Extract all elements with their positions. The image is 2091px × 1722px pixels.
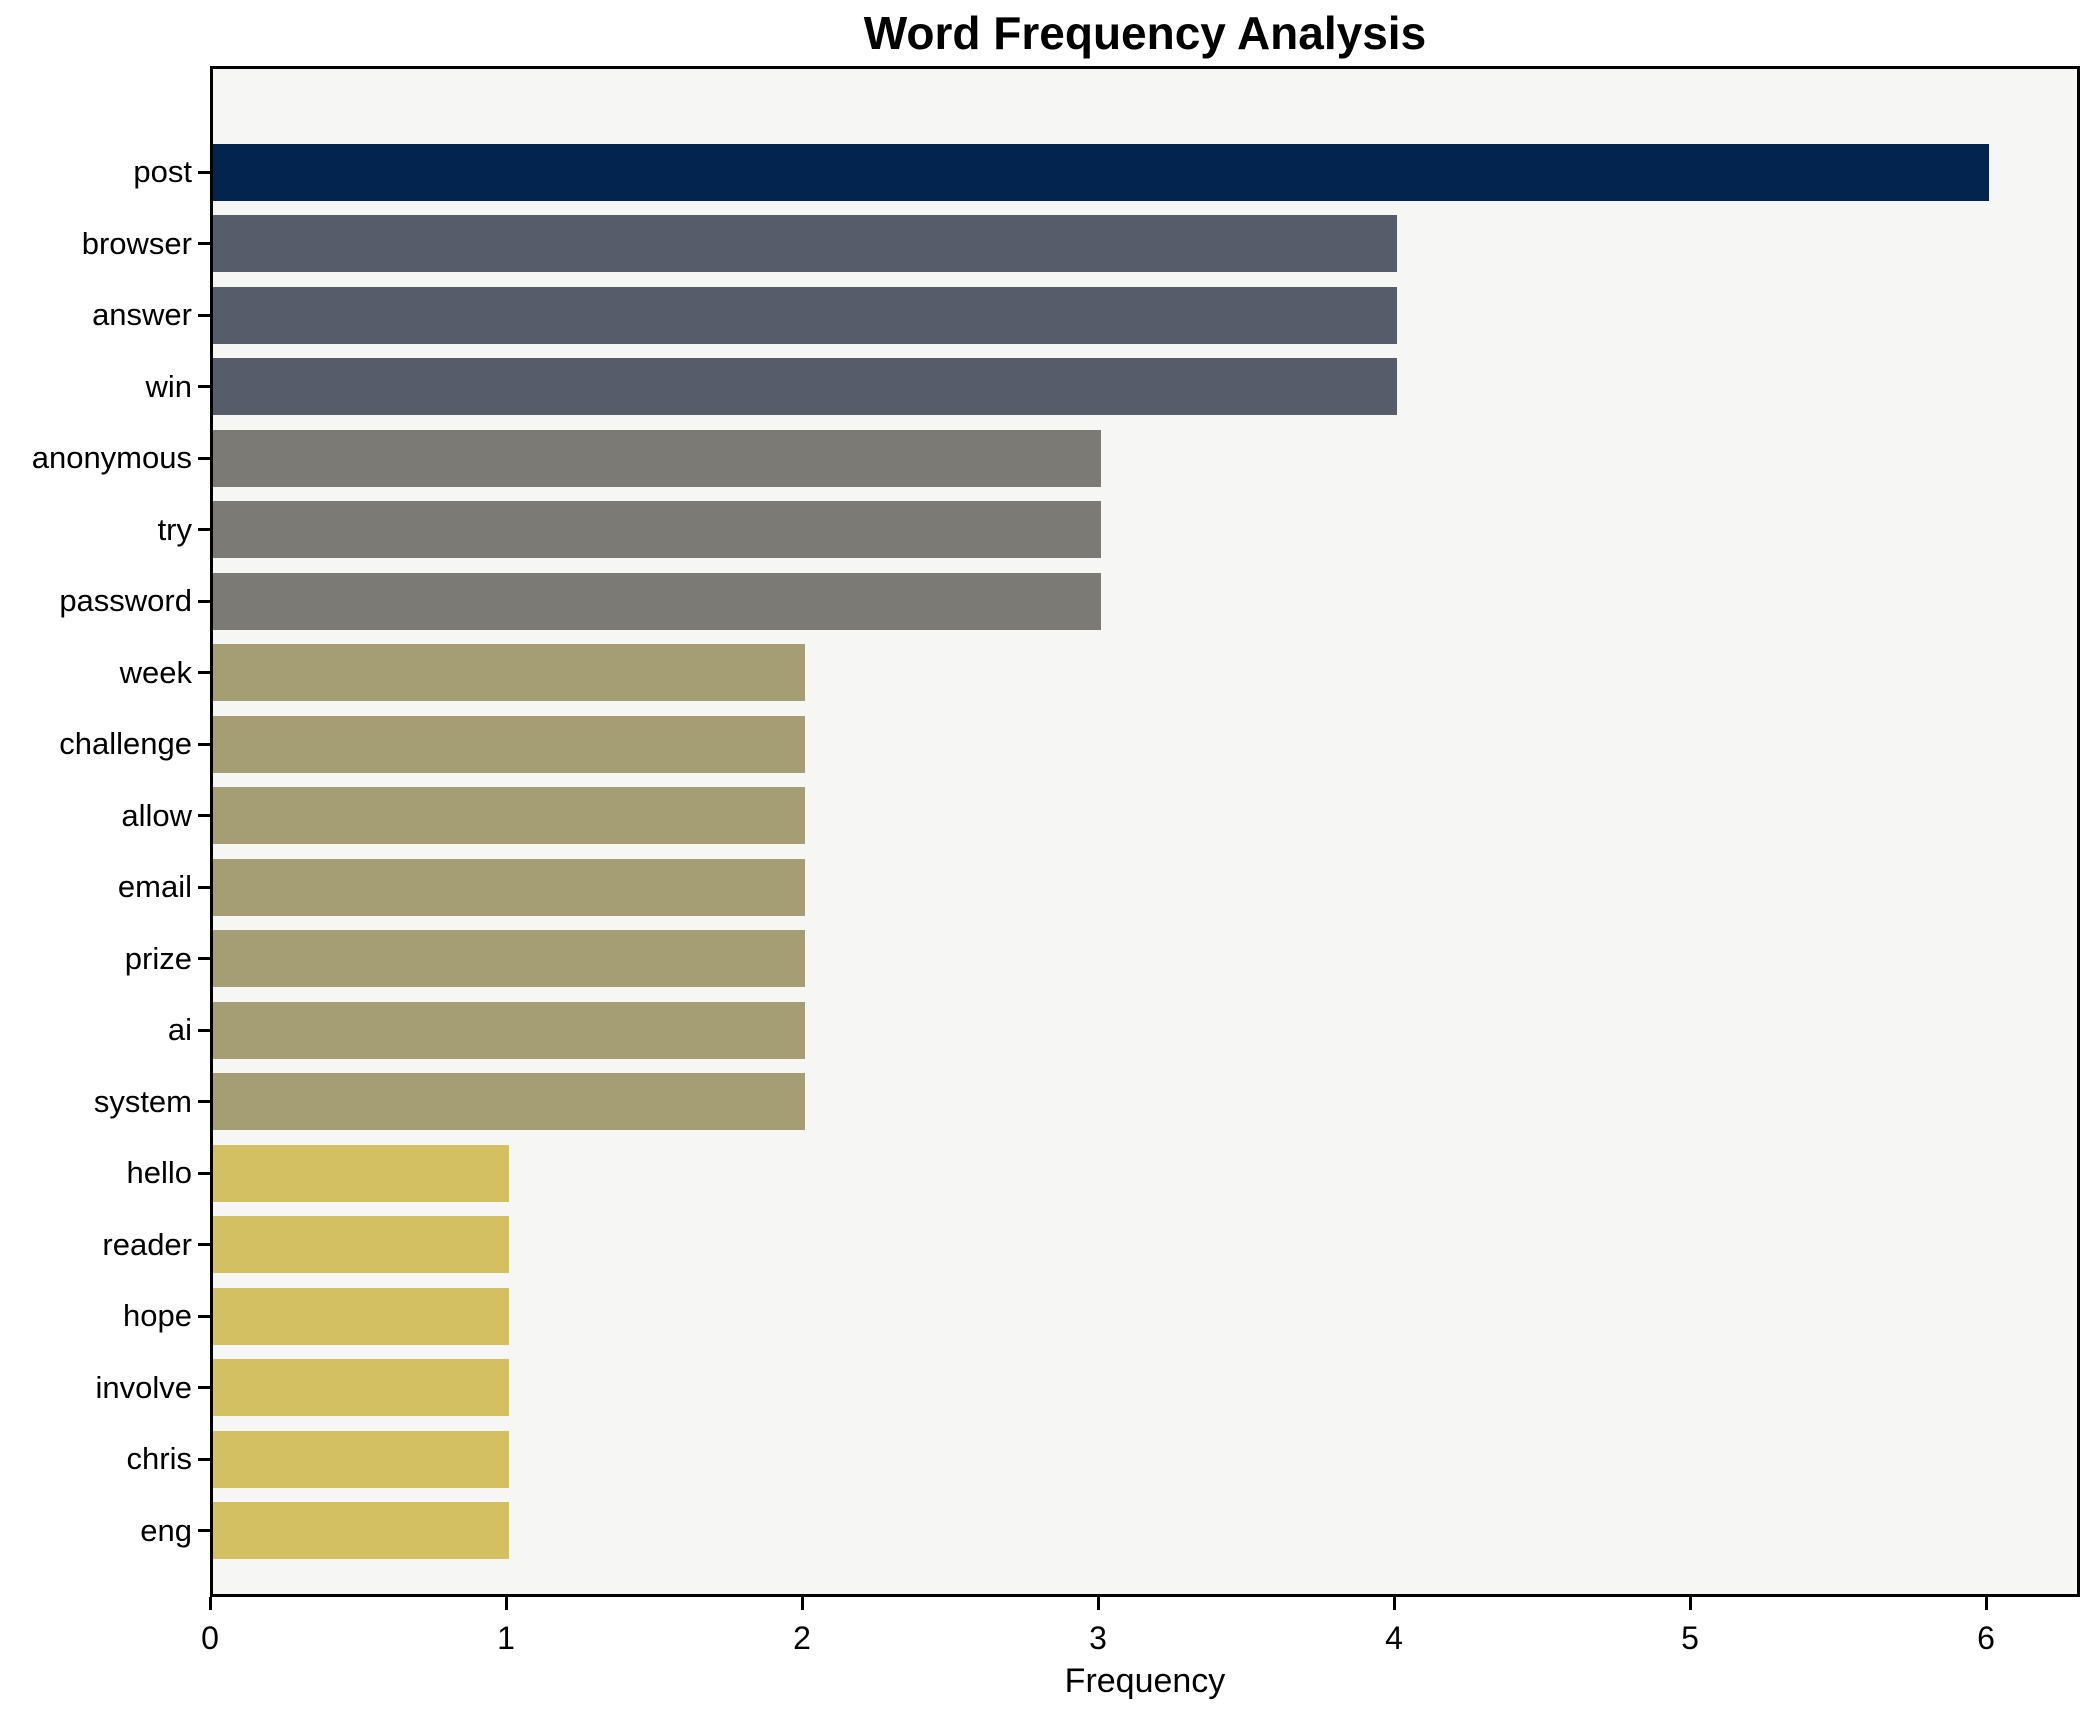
x-tick-4 <box>1392 1597 1396 1610</box>
y-tick-system <box>198 1100 210 1103</box>
bar-ai <box>213 1001 805 1059</box>
x-tick-label-3: 3 <box>1089 1620 1107 1656</box>
bar-reader <box>213 1216 509 1273</box>
x-tick-label-4: 4 <box>1385 1620 1403 1656</box>
y-tick-anonymous <box>198 456 210 460</box>
bar-prize <box>213 930 805 987</box>
y-tick-email <box>198 885 210 889</box>
bar-challenge <box>213 715 805 773</box>
y-label-answer: answer <box>92 297 192 332</box>
bar-browser <box>213 215 1397 272</box>
y-tick-involve <box>198 1386 210 1389</box>
y-tick-try <box>198 528 210 531</box>
y-tick-hope <box>198 1314 210 1318</box>
y-tick-password <box>198 599 210 603</box>
y-label-challenge: challenge <box>59 726 192 761</box>
x-tick-label-5: 5 <box>1681 1620 1699 1656</box>
y-label-reader: reader <box>102 1226 192 1262</box>
bar-hope <box>213 1287 509 1345</box>
y-tick-win <box>198 385 210 388</box>
x-tick-6 <box>1984 1597 1988 1610</box>
x-tick-1 <box>504 1597 508 1610</box>
y-tick-chris <box>198 1457 210 1461</box>
y-label-anonymous: anonymous <box>31 440 192 475</box>
bar-week <box>213 644 805 701</box>
y-tick-reader <box>198 1243 210 1246</box>
y-label-browser: browser <box>81 225 192 261</box>
y-label-email: email <box>117 869 192 904</box>
bar-eng <box>213 1502 509 1559</box>
y-label-involve: involve <box>95 1369 193 1405</box>
y-label-password: password <box>59 583 192 618</box>
y-label-ai: ai <box>167 1012 192 1047</box>
x-tick-5 <box>1688 1597 1692 1610</box>
y-tick-week <box>198 671 210 674</box>
y-tick-eng <box>198 1529 210 1532</box>
x-tick-label-0: 0 <box>201 1620 219 1656</box>
x-axis-title: Frequency <box>1064 1662 1226 1700</box>
x-tick-2 <box>800 1597 804 1610</box>
y-tick-allow <box>198 814 210 817</box>
bar-answer <box>213 286 1397 344</box>
bar-allow <box>213 787 805 844</box>
y-label-prize: prize <box>124 940 192 976</box>
bar-involve <box>213 1359 509 1416</box>
bar-chris <box>213 1430 509 1488</box>
y-tick-hello <box>198 1171 210 1175</box>
y-label-system: system <box>93 1083 192 1119</box>
y-label-hope: hope <box>123 1298 192 1333</box>
y-tick-ai <box>198 1028 210 1032</box>
x-tick-label-6: 6 <box>1977 1620 1995 1656</box>
bar-password <box>213 572 1101 630</box>
bar-system <box>213 1073 805 1130</box>
y-label-week: week <box>119 654 192 690</box>
y-label-allow: allow <box>121 797 192 833</box>
y-label-post: post <box>133 154 192 189</box>
y-tick-prize <box>198 957 210 960</box>
y-tick-post <box>198 170 210 174</box>
bar-win <box>213 358 1397 415</box>
chart-title: Word Frequency Analysis <box>863 7 1427 59</box>
x-tick-3 <box>1096 1597 1100 1610</box>
y-tick-challenge <box>198 742 210 746</box>
bar-try <box>213 501 1101 558</box>
y-label-try: try <box>157 511 192 547</box>
bar-email <box>213 858 805 916</box>
y-tick-answer <box>198 313 210 317</box>
bar-hello <box>213 1144 509 1202</box>
y-tick-browser <box>198 242 210 245</box>
y-label-chris: chris <box>126 1441 192 1476</box>
y-label-eng: eng <box>140 1512 192 1548</box>
x-tick-label-1: 1 <box>497 1620 515 1656</box>
y-label-hello: hello <box>126 1155 193 1190</box>
bar-post <box>213 143 1989 201</box>
x-tick-0 <box>208 1597 212 1610</box>
x-tick-label-2: 2 <box>793 1620 811 1656</box>
bar-anonymous <box>213 429 1101 487</box>
y-label-win: win <box>145 368 192 404</box>
